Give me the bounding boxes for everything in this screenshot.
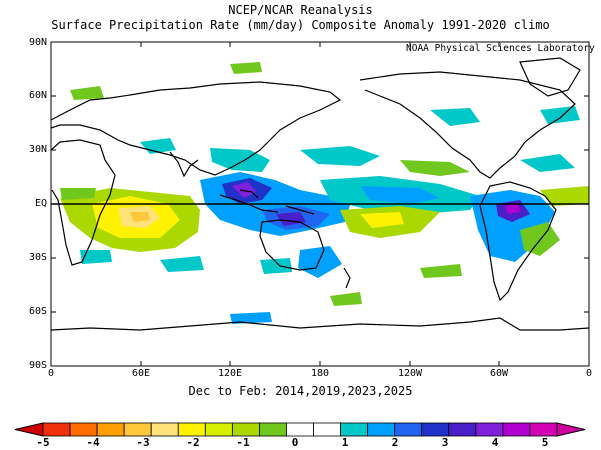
lat-label: EQ: [34, 198, 47, 209]
colorbar-cell: [14, 422, 44, 437]
colorbar-cell: [150, 422, 179, 437]
lat-label: 30N: [28, 144, 47, 155]
colorbar-label: -4: [86, 436, 100, 449]
colorbar-cell: [231, 422, 260, 437]
anomaly-region: [540, 186, 589, 206]
colorbar-label: -1: [236, 436, 250, 449]
anomaly-region: [230, 312, 272, 324]
lon-label: 60W: [489, 368, 509, 379]
colorbar-cell: [177, 422, 206, 437]
anomaly-region: [400, 160, 470, 176]
precipitation-shading: [60, 62, 589, 324]
coast-india: [169, 151, 199, 178]
colorbar-label: -3: [136, 436, 150, 449]
colorbar-label: 2: [391, 436, 399, 449]
coast-north-america: [359, 71, 576, 179]
anomaly-region: [360, 186, 440, 204]
lat-label: 30S: [28, 252, 47, 263]
anomaly-region: [160, 256, 204, 272]
colorbar-cell: [421, 422, 450, 437]
colorbar-cell: [502, 422, 531, 437]
colorbar-cell: [123, 422, 152, 437]
colorbar-cell: [313, 422, 341, 437]
anomaly-region: [505, 204, 520, 214]
coast-indonesia: [219, 189, 315, 215]
colorbar-label: -5: [36, 436, 50, 449]
anomaly-region: [230, 62, 262, 74]
anomaly-region: [360, 212, 404, 228]
colorbar-label: 1: [341, 436, 349, 449]
colorbar-cell: [42, 422, 71, 437]
colorbar-cell: [204, 422, 233, 437]
colorbar-label: 5: [541, 436, 549, 449]
lon-label: 120W: [397, 368, 423, 379]
anomaly-region: [298, 246, 342, 278]
coast-europe-asia: [51, 81, 342, 176]
coast-australia: [259, 219, 325, 271]
colorbar-cell: [259, 422, 287, 437]
colorbar-label: 0: [291, 436, 299, 449]
chart-title: NCEP/NCAR Reanalysis: [228, 3, 373, 17]
coast-antarctica: [51, 317, 589, 331]
coastlines: [51, 57, 589, 331]
anomaly-region: [540, 106, 580, 124]
colorbar-cell: [340, 422, 369, 437]
credit-label: NOAA Physical Sciences Laboratory: [406, 43, 595, 54]
lat-label: 90N: [28, 37, 47, 48]
coast-africa: [51, 139, 116, 266]
anomaly-region: [330, 292, 362, 306]
anomaly-region: [60, 188, 96, 200]
lon-label: 120E: [217, 368, 243, 379]
lat-label: 60S: [28, 306, 47, 317]
colorbar-label: 3: [441, 436, 449, 449]
anomaly-region: [430, 108, 480, 126]
coast-new-zealand: [343, 267, 351, 289]
lon-label: 0: [585, 368, 593, 379]
anomaly-region: [420, 264, 462, 278]
colorbar-cell: [448, 422, 477, 437]
anomaly-region: [260, 258, 292, 274]
colorbar-cell: [286, 422, 314, 437]
lon-label: 60E: [131, 368, 151, 379]
colorbar-label: 4: [491, 436, 499, 449]
chart-subtitle: Surface Precipitation Rate (mm/day) Comp…: [51, 18, 550, 32]
axis-ticks: [51, 42, 589, 366]
colorbar-cell: [394, 422, 423, 437]
lon-label: 0: [47, 368, 55, 379]
anomaly-region: [130, 212, 150, 222]
colorbar-cell: [475, 422, 504, 437]
lon-label: 180: [310, 368, 330, 379]
colorbar-cell: [529, 422, 558, 437]
period-label: Dec to Feb: 2014,2019,2023,2025: [188, 384, 413, 398]
colorbar-cell: [69, 422, 98, 437]
anomaly-region: [276, 212, 306, 226]
anomaly-region: [232, 182, 256, 198]
anomaly-region: [300, 146, 380, 166]
coast-greenland: [519, 57, 581, 97]
colorbar-cell: [96, 422, 125, 437]
coast-south-america: [479, 181, 557, 302]
lat-label: 60N: [28, 90, 47, 101]
anomaly-region: [70, 86, 104, 100]
colorbar-cell: [367, 422, 396, 437]
colorbar-cell: [556, 422, 586, 437]
lat-label: 90S: [28, 360, 47, 371]
anomaly-region: [80, 250, 112, 264]
colorbar-label: -2: [186, 436, 200, 449]
anomaly-region: [520, 222, 560, 256]
anomaly-region: [520, 154, 575, 172]
